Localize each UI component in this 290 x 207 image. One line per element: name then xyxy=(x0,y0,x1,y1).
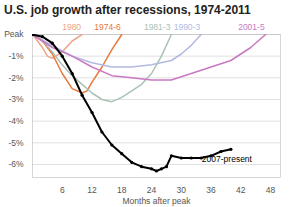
svg-text:2001-5: 2001-5 xyxy=(238,22,265,32)
svg-text:2007-present: 2007-present xyxy=(202,154,253,164)
svg-text:42: 42 xyxy=(236,185,246,195)
html-text:U.S. job growth after recessio: U.S. job growth after recessions, 1974-2… xyxy=(4,3,251,17)
svg-text:Months after peak: Months after peak xyxy=(122,196,191,206)
svg-text:Peak: Peak xyxy=(4,29,24,39)
svg-text:1981-3: 1981-3 xyxy=(144,22,171,32)
svg-text:1974-6: 1974-6 xyxy=(94,22,121,32)
svg-text:-2%: -2% xyxy=(8,73,24,83)
svg-text:-3%: -3% xyxy=(8,94,24,104)
svg-text:-4%: -4% xyxy=(8,116,24,126)
svg-text:48: 48 xyxy=(266,185,276,195)
svg-text:-5%: -5% xyxy=(8,138,24,148)
svg-text:36: 36 xyxy=(206,185,216,195)
svg-text:-6%: -6% xyxy=(8,159,24,169)
svg-text:18: 18 xyxy=(117,185,127,195)
svg-text:30: 30 xyxy=(177,185,187,195)
svg-text:1990-3: 1990-3 xyxy=(174,22,201,32)
svg-text:12: 12 xyxy=(87,185,97,195)
svg-text:1980: 1980 xyxy=(62,22,81,32)
svg-text:6: 6 xyxy=(60,185,65,195)
svg-text:24: 24 xyxy=(147,185,157,195)
svg-text:-1%: -1% xyxy=(8,51,24,61)
